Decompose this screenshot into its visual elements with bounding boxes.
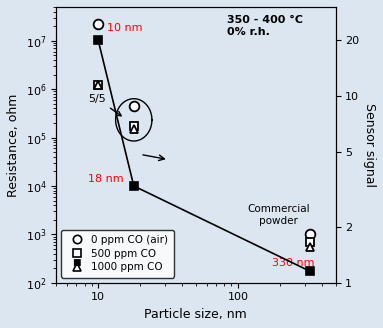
Text: Commercial
powder: Commercial powder: [247, 204, 310, 226]
Text: 10 nm: 10 nm: [106, 23, 142, 33]
Text: 18 nm: 18 nm: [88, 174, 124, 184]
Legend: 0 ppm CO (air), 500 ppm CO, 1000 ppm CO: 0 ppm CO (air), 500 ppm CO, 1000 ppm CO: [61, 230, 173, 277]
Y-axis label: Resistance, ohm: Resistance, ohm: [7, 93, 20, 196]
Text: 350 - 400 °C
0% r.h.: 350 - 400 °C 0% r.h.: [226, 15, 303, 37]
Text: ■: ■: [72, 258, 81, 267]
Text: 5/5: 5/5: [88, 94, 121, 116]
Text: 330 nm: 330 nm: [272, 258, 314, 268]
Y-axis label: Sensor signal: Sensor signal: [363, 103, 376, 187]
X-axis label: Particle size, nm: Particle size, nm: [144, 308, 247, 321]
